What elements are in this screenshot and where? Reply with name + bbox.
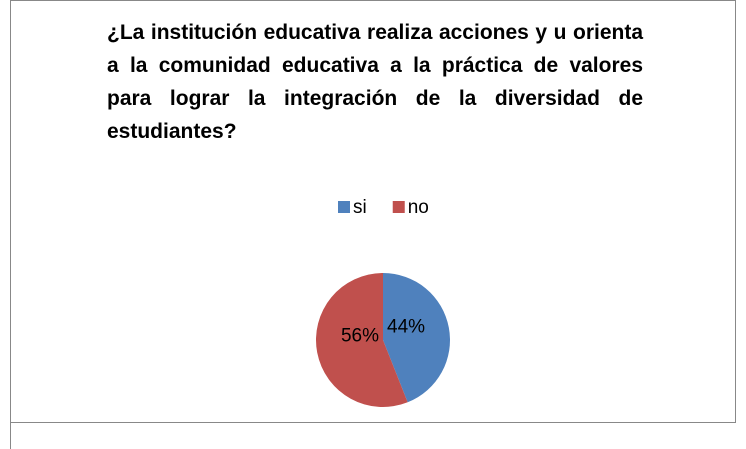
pie-slice [315, 273, 408, 407]
legend-swatch [392, 201, 405, 213]
legend-label: si [353, 197, 367, 218]
legend-label: no [408, 197, 429, 218]
pie-slice [383, 273, 450, 403]
chart-frame [10, 0, 736, 423]
data-label: 56% [341, 325, 379, 346]
data-label: 44% [387, 317, 425, 338]
chart-title: ¿La institución educativa realiza accion… [107, 21, 643, 143]
legend-swatch [338, 201, 350, 213]
